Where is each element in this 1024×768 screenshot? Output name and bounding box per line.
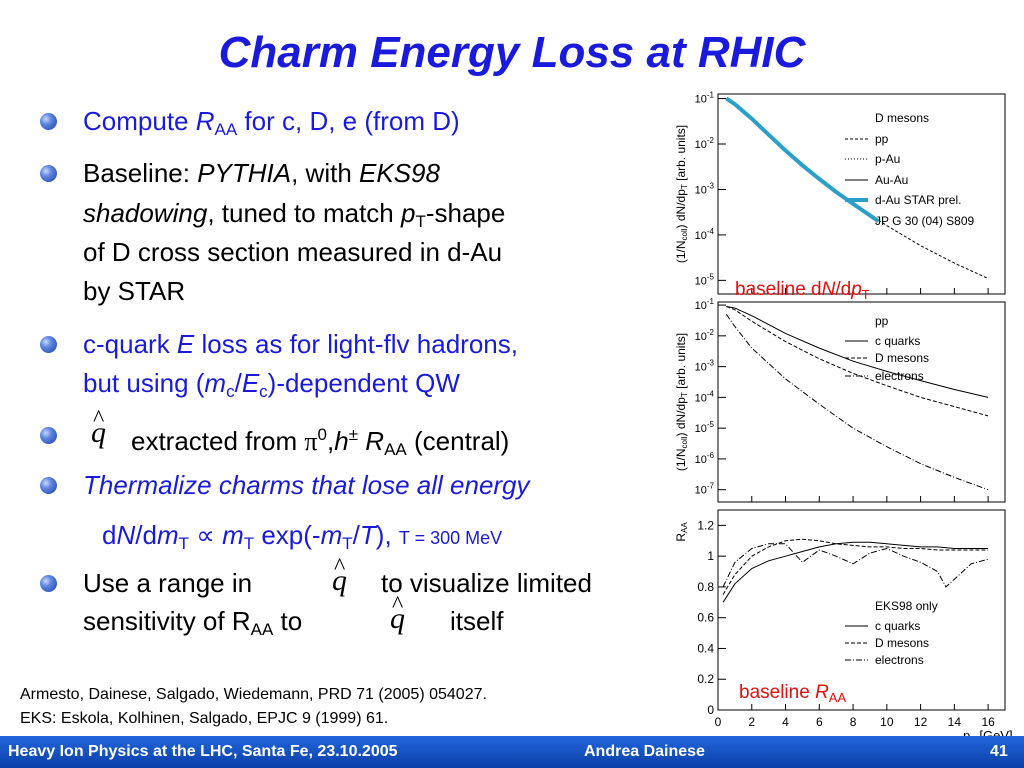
y-tick-label: 0.4 bbox=[697, 641, 714, 655]
bullet-icon bbox=[40, 477, 57, 494]
references: Armesto, Dainese, Salgado, Wiedemann, PR… bbox=[20, 683, 487, 731]
x-tick-label: 8 bbox=[850, 715, 857, 729]
x-tick-label: 16 bbox=[981, 715, 995, 729]
series-line-pp bbox=[726, 98, 989, 279]
legend-entry: electrons bbox=[875, 653, 924, 667]
x-tick-label: 10 bbox=[880, 715, 894, 729]
x-tick-label: 6 bbox=[816, 715, 823, 729]
y-tick-label: 1.2 bbox=[697, 518, 714, 532]
bullet-icon bbox=[40, 575, 57, 592]
series-line-d-mesons bbox=[726, 306, 989, 417]
legend-entry: electrons bbox=[875, 369, 924, 383]
legend-entry: pp bbox=[875, 132, 889, 146]
x-tick-label: 2 bbox=[748, 715, 755, 729]
y-tick-label: 10-5 bbox=[695, 272, 715, 287]
y-tick-label: 0 bbox=[707, 703, 714, 717]
figure-svg: 10-1 10-2 10-3 10-4 10-5 10-1 10-2 10-3 10-4 10-… bbox=[674, 91, 1013, 745]
reference-2: EKS: Eskola, Kolhinen, Salgado, EPJC 9 (… bbox=[20, 710, 389, 727]
footer-event: Heavy Ion Physics at the LHC, Santa Fe, … bbox=[8, 743, 398, 760]
panel-middle-frame bbox=[717, 301, 1006, 503]
y-tick-label: 10-7 bbox=[695, 482, 715, 497]
legend-title: pp bbox=[875, 314, 889, 328]
annotation-baseline-raa: baseline RAA bbox=[739, 682, 846, 705]
y-tick-label: 0.8 bbox=[697, 580, 714, 594]
x-tick-label: 12 bbox=[914, 715, 928, 729]
figure-panels: 10-1 10-2 10-3 10-4 10-5 10-1 10-2 10-3 10-4 10-… bbox=[663, 88, 1015, 752]
bullet-icon bbox=[40, 113, 57, 130]
footer-page-number: 41 bbox=[990, 743, 1008, 760]
panel-top-frame bbox=[717, 93, 1006, 295]
slide-title: Charm Energy Loss at RHIC bbox=[218, 28, 806, 77]
y-tick-label: 10-1 bbox=[695, 91, 715, 106]
y-tick-label: 0.2 bbox=[697, 672, 714, 686]
middle-legend: pp c quarks D mesons electrons bbox=[845, 314, 929, 383]
legend-entry: D mesons bbox=[875, 351, 929, 365]
footer-bar: Heavy Ion Physics at the LHC, Santa Fe, … bbox=[0, 736, 1024, 768]
legend-entry: Au-Au bbox=[875, 173, 908, 187]
annotation-baseline-dndpt: baseline dN/dpT bbox=[735, 279, 870, 302]
series-line-d-au-star-prel- bbox=[725, 96, 880, 223]
bottom-legend: EKS98 only c quarks D mesons electrons bbox=[845, 599, 938, 667]
bullet-icon bbox=[40, 427, 57, 444]
bullet-icon bbox=[40, 165, 57, 182]
y-tick-label: 10-5 bbox=[695, 420, 715, 435]
legend-entry: c quarks bbox=[875, 619, 920, 633]
legend-entry: D mesons bbox=[875, 636, 929, 650]
y-tick-label: 10-6 bbox=[695, 451, 715, 466]
series-line-c-quarks bbox=[722, 541, 989, 603]
legend-entry: JP G 30 (04) S809 bbox=[875, 214, 974, 228]
y-tick-label: 0.6 bbox=[697, 611, 714, 625]
legend-entry: d-Au STAR prel. bbox=[875, 193, 961, 207]
bottom-ylabel: RAA bbox=[674, 522, 689, 542]
legend-title: D mesons bbox=[875, 111, 929, 125]
bullet-icon bbox=[40, 336, 57, 353]
y-tick-label: 10-3 bbox=[695, 359, 715, 374]
x-tick-label: 0 bbox=[715, 715, 722, 729]
y-tick-label: 10-1 bbox=[695, 297, 715, 312]
y-tick-label: 10-4 bbox=[695, 227, 715, 242]
footer-author: Andrea Dainese bbox=[584, 743, 705, 760]
y-tick-label: 10-2 bbox=[695, 328, 715, 343]
q-hat-symbol: ^ q bbox=[91, 406, 106, 449]
top-ylabel: (1/Ncoll) dN/dpT [arb. units] bbox=[674, 125, 689, 263]
series-line-d-mesons bbox=[722, 538, 989, 595]
y-tick-label: 1 bbox=[707, 549, 714, 563]
y-tick-label: 10-3 bbox=[695, 181, 715, 196]
series-line-c-quarks bbox=[726, 306, 989, 398]
top-legend: D mesons pp p-Au Au-Au d-Au STAR prel. J… bbox=[845, 111, 974, 228]
middle-ylabel: (1/Ncoll) dN/dpT [arb. units] bbox=[674, 333, 689, 471]
y-tick-label: 10-2 bbox=[695, 136, 715, 151]
legend-title: EKS98 only bbox=[875, 599, 938, 613]
panel-bottom-frame bbox=[717, 509, 1006, 711]
legend-entry: p-Au bbox=[875, 152, 900, 166]
q-hat-symbol: ^ q bbox=[332, 554, 347, 597]
x-tick-label: 14 bbox=[948, 715, 962, 729]
legend-entry: c quarks bbox=[875, 334, 920, 348]
series-line-electrons bbox=[725, 314, 989, 491]
reference-1: Armesto, Dainese, Salgado, Wiedemann, PR… bbox=[20, 686, 487, 703]
x-tick-label: 4 bbox=[782, 715, 789, 729]
y-tick-label: 10-4 bbox=[695, 389, 715, 404]
q-hat-symbol: ^ q bbox=[390, 592, 405, 635]
series-line-electrons bbox=[722, 543, 989, 588]
